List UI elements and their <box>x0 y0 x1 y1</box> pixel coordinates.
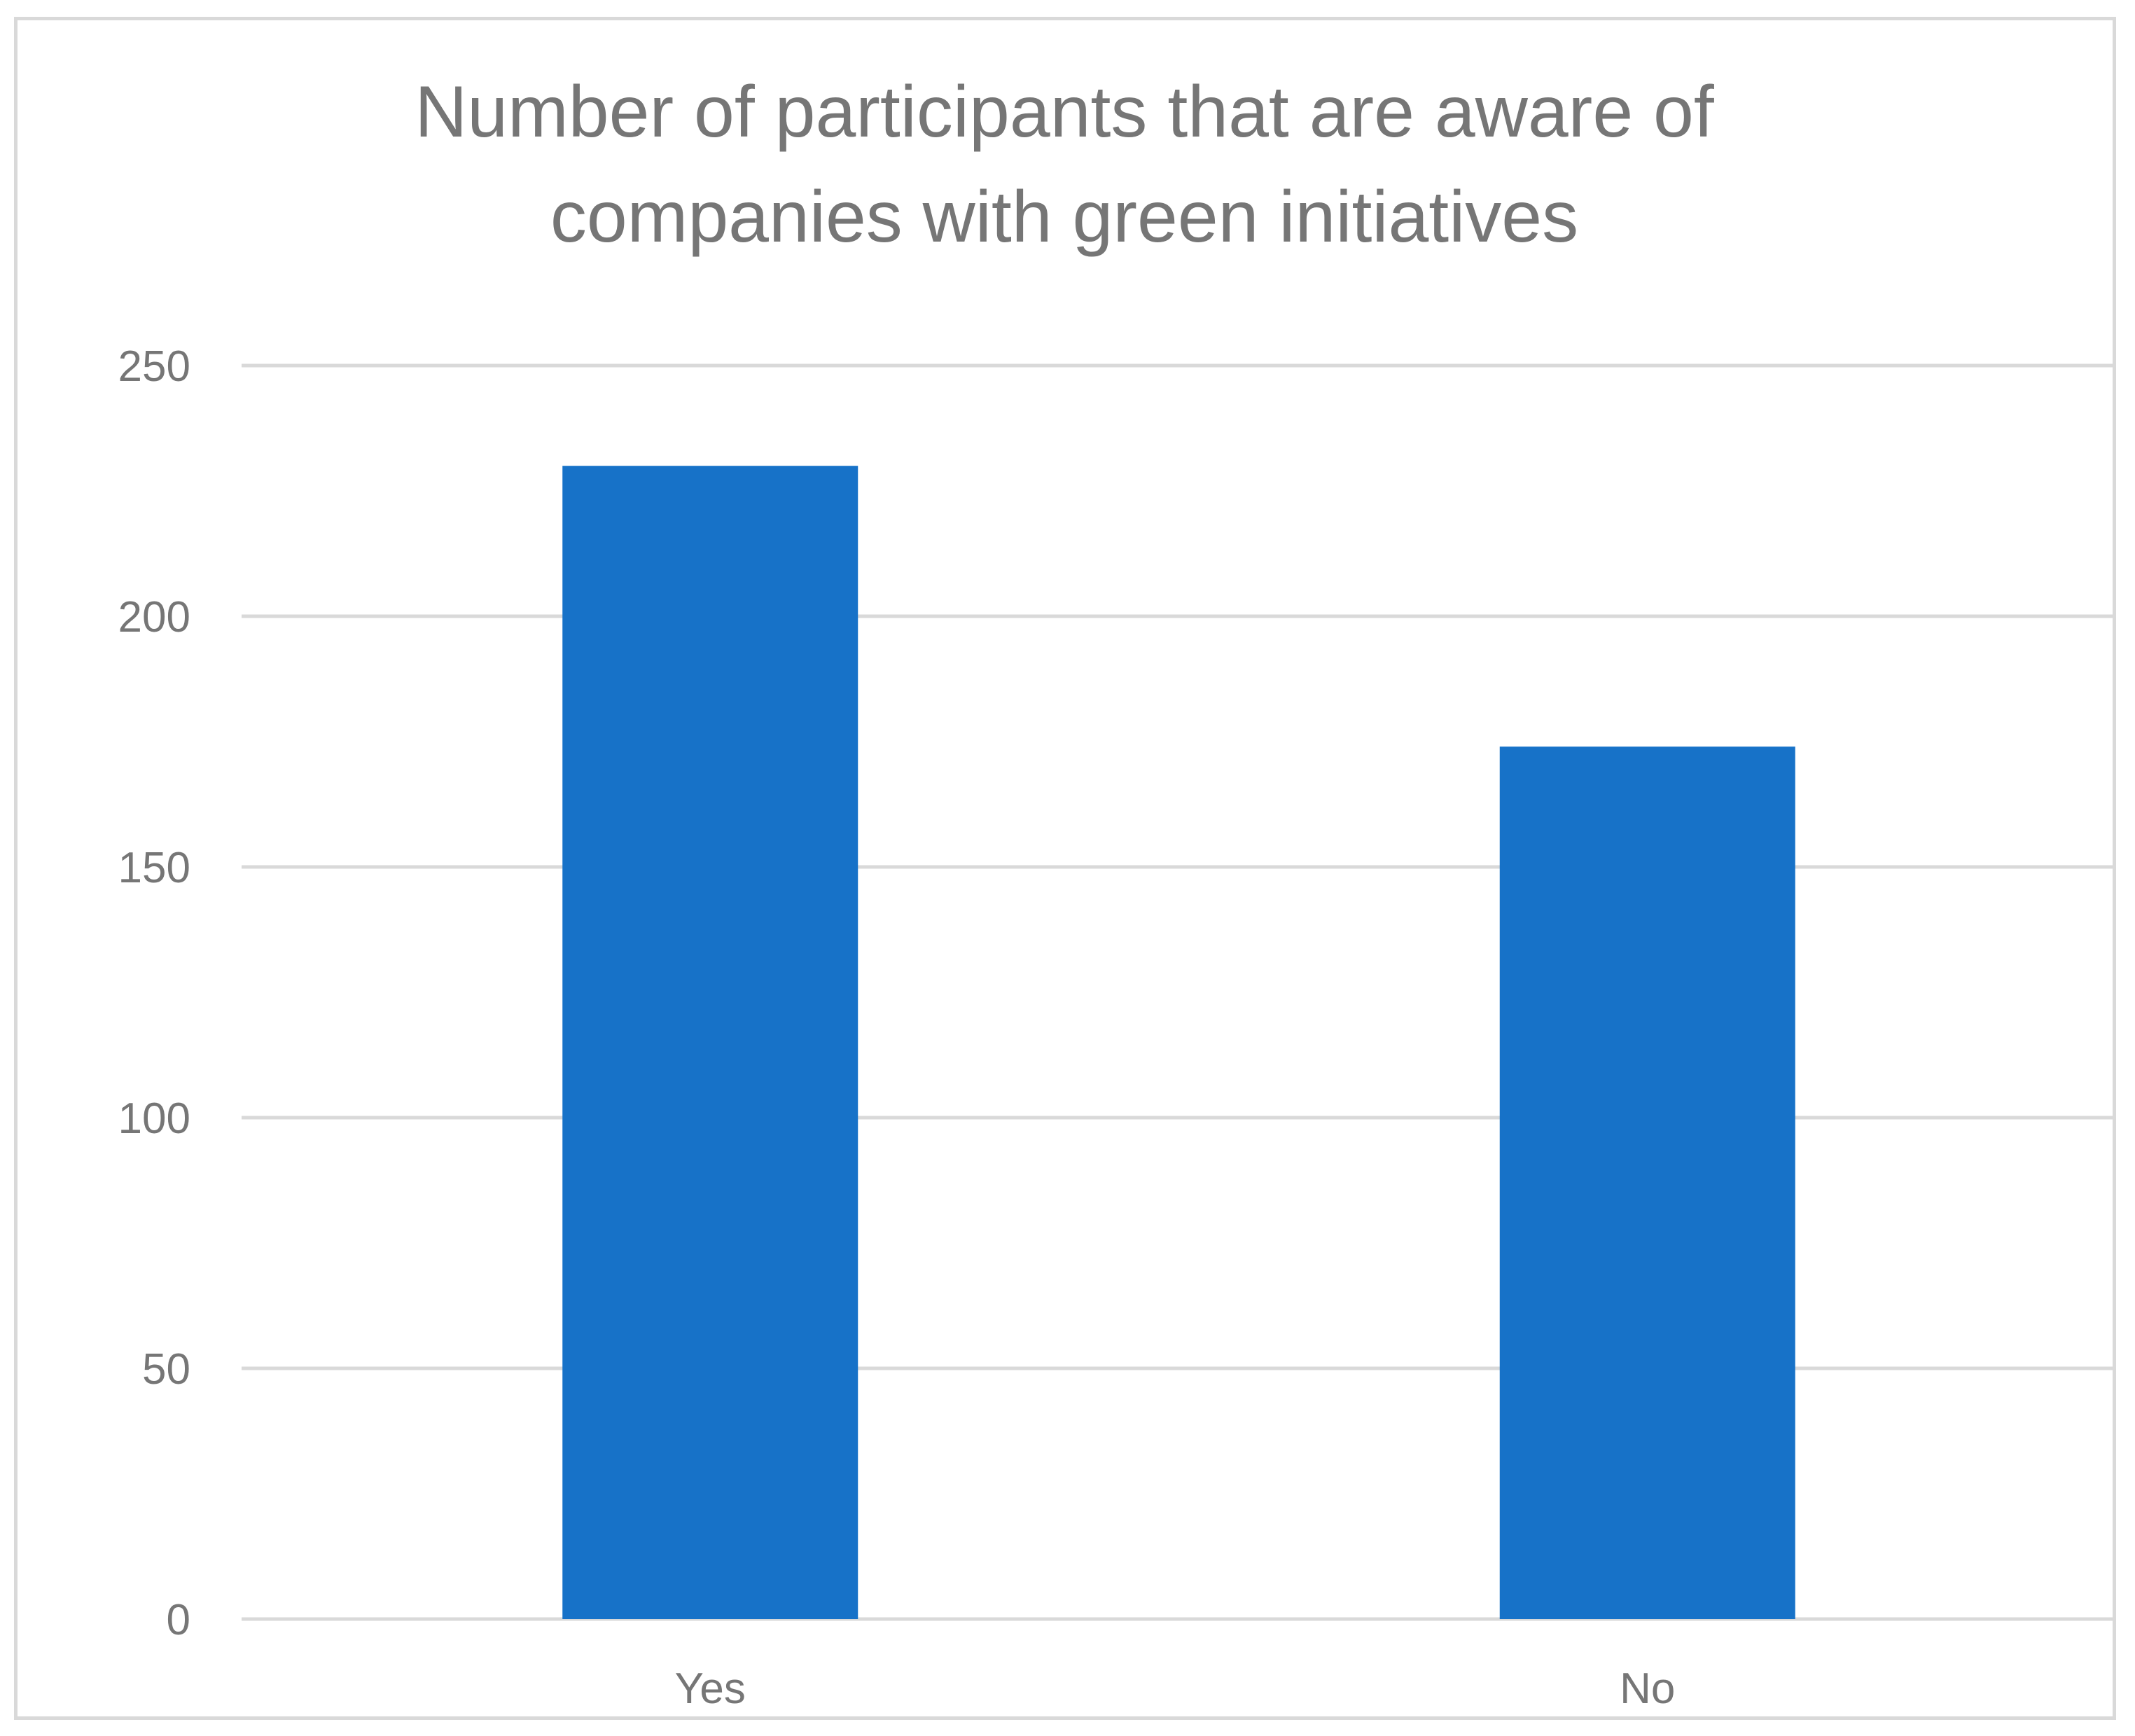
bar-yes <box>562 466 858 1620</box>
x-tick-label-no: No <box>1620 1665 1675 1713</box>
y-tick-label: 0 <box>167 1596 190 1644</box>
y-tick-label: 100 <box>118 1095 190 1143</box>
y-axis-tick-labels: 0 50 100 150 200 250 <box>118 342 190 1644</box>
bar-no <box>1499 747 1795 1619</box>
bars <box>562 466 1795 1620</box>
x-tick-label-yes: Yes <box>675 1665 746 1713</box>
y-tick-label: 50 <box>142 1345 190 1394</box>
chart-title: Number of participants that are aware of… <box>415 71 1715 258</box>
x-axis-tick-labels: Yes No <box>675 1665 1676 1713</box>
gridlines <box>242 363 2116 1621</box>
chart-title-line-1: Number of participants that are aware of <box>415 71 1715 153</box>
y-tick-label: 200 <box>118 593 190 641</box>
chart-title-line-2: companies with green initiatives <box>550 176 1578 258</box>
y-tick-label: 250 <box>118 342 190 391</box>
y-tick-label: 150 <box>118 844 190 892</box>
